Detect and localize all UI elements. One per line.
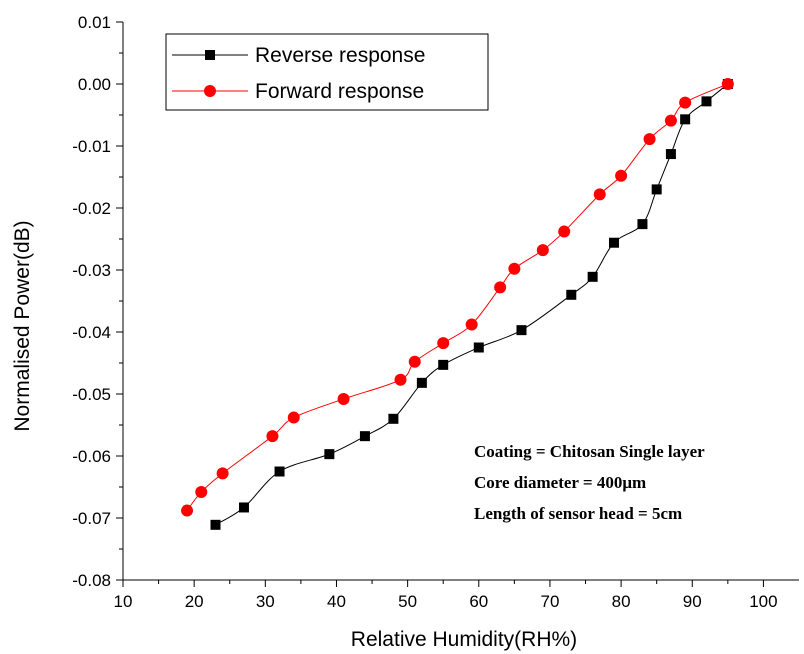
data-point-reverse xyxy=(637,219,648,230)
x-tick-label: 70 xyxy=(540,592,559,611)
y-tick-label: 0.01 xyxy=(78,13,111,32)
data-point-forward xyxy=(558,225,571,238)
y-tick-label: -0.03 xyxy=(72,261,111,280)
data-point-reverse xyxy=(587,271,598,282)
data-point-forward xyxy=(721,78,734,90)
data-point-forward xyxy=(643,133,656,146)
data-point-reverse xyxy=(210,519,221,530)
x-tick-label: 30 xyxy=(256,592,275,611)
data-point-reverse xyxy=(416,377,427,388)
data-point-reverse xyxy=(438,359,449,370)
legend-reverse-marker xyxy=(205,50,215,60)
legend-forward-marker xyxy=(204,85,216,97)
legend: Reverse response Forward response xyxy=(165,33,489,111)
annotation-coating: Coating = Chitosan Single layer xyxy=(474,442,705,461)
data-point-reverse xyxy=(274,466,285,477)
x-axis-title: Relative Humidity(RH%) xyxy=(351,628,577,651)
data-point-reverse xyxy=(324,449,335,460)
data-point-forward xyxy=(408,355,421,368)
data-point-forward xyxy=(181,504,194,517)
x-tick-label: 40 xyxy=(327,592,346,611)
data-point-forward xyxy=(216,467,229,480)
y-tick-label: -0.02 xyxy=(72,199,111,218)
data-point-reverse xyxy=(516,325,527,336)
y-axis-ticks: 0.01 0.00 -0.01 -0.02 -0.03 -0.04 -0.05 -0.06 -0… xyxy=(72,13,123,590)
annotation-core-diameter: Core diameter = 400μm xyxy=(474,473,646,492)
data-point-forward xyxy=(287,411,300,424)
data-point-reverse xyxy=(388,413,399,424)
y-tick-label: -0.05 xyxy=(72,385,111,404)
data-point-forward xyxy=(337,392,350,405)
data-point-forward xyxy=(679,96,692,109)
x-tick-label: 50 xyxy=(398,592,417,611)
legend-forward-label: Forward response xyxy=(255,80,424,103)
data-point-reverse xyxy=(566,289,577,300)
x-tick-label: 80 xyxy=(612,592,631,611)
data-point-reverse xyxy=(651,184,662,195)
data-point-reverse xyxy=(238,502,249,513)
data-point-forward xyxy=(508,262,521,275)
y-tick-label: 0.00 xyxy=(78,75,111,94)
annotation-block: Coating = Chitosan Single layer Core dia… xyxy=(474,442,705,523)
data-point-forward xyxy=(266,430,279,443)
data-point-reverse xyxy=(359,431,370,442)
data-point-reverse xyxy=(608,237,619,248)
data-point-forward xyxy=(394,373,407,386)
data-point-reverse xyxy=(680,114,691,125)
data-point-forward xyxy=(536,244,549,257)
data-point-reverse xyxy=(473,342,484,353)
data-point-forward xyxy=(664,114,677,127)
data-point-reverse xyxy=(701,96,712,107)
y-tick-label: -0.06 xyxy=(72,447,111,466)
x-tick-label: 10 xyxy=(114,592,133,611)
y-tick-label: -0.04 xyxy=(72,323,111,342)
y-tick-label: -0.08 xyxy=(72,571,111,590)
data-point-forward xyxy=(195,485,208,498)
x-tick-label: 90 xyxy=(683,592,702,611)
annotation-sensor-length: Length of sensor head = 5cm xyxy=(474,504,682,523)
y-axis-title: Normalised Power(dB) xyxy=(11,220,34,431)
series-layer xyxy=(181,78,734,530)
y-tick-label: -0.07 xyxy=(72,509,111,528)
x-tick-label: 100 xyxy=(749,592,777,611)
data-point-forward xyxy=(437,337,450,350)
x-tick-label: 60 xyxy=(469,592,488,611)
legend-box xyxy=(165,33,489,111)
data-point-reverse xyxy=(665,149,676,160)
data-point-forward xyxy=(465,318,478,331)
data-point-forward xyxy=(593,188,606,201)
x-axis-ticks: 10 20 30 40 50 60 70 80 90 100 xyxy=(114,580,778,611)
x-tick-label: 20 xyxy=(185,592,204,611)
data-point-forward xyxy=(615,169,628,182)
y-tick-label: -0.01 xyxy=(72,137,111,156)
data-point-forward xyxy=(494,281,507,294)
legend-reverse-label: Reverse response xyxy=(255,44,425,67)
